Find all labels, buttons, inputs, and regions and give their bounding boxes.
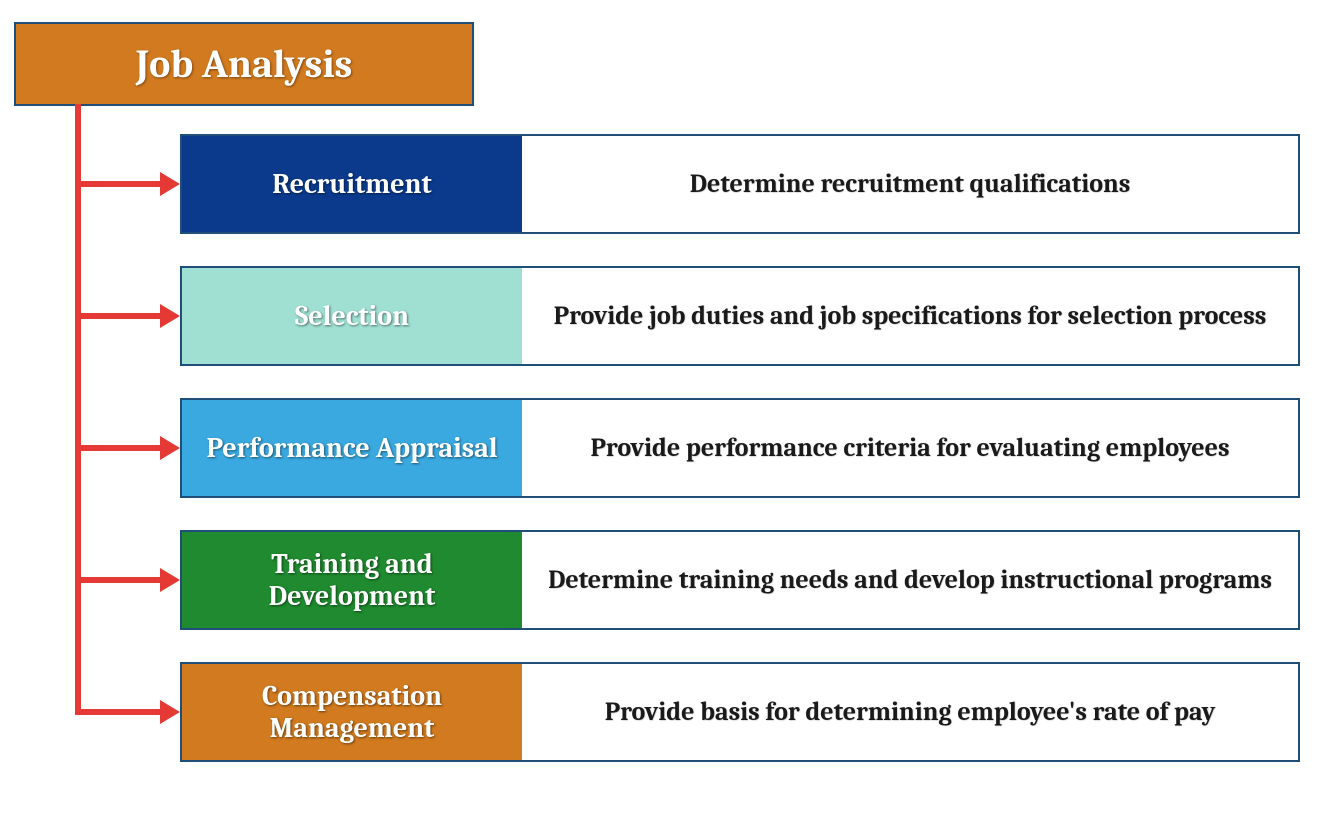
row-description: Provide basis for determining employee's… <box>522 664 1298 760</box>
row-0: RecruitmentDetermine recruitment qualifi… <box>180 134 1300 234</box>
connector-hline <box>78 577 160 583</box>
row-4: Compensation ManagementProvide basis for… <box>180 662 1300 762</box>
row-description: Determine recruitment qualifications <box>522 136 1298 232</box>
row-description: Determine training needs and develop ins… <box>522 532 1298 628</box>
connector-vertical-line <box>75 104 81 715</box>
row-label: Compensation Management <box>182 664 522 760</box>
row-2: Performance AppraisalProvide performance… <box>180 398 1300 498</box>
arrowhead-icon <box>160 436 180 460</box>
connector-hline <box>78 709 160 715</box>
row-label: Selection <box>182 268 522 364</box>
arrowhead-icon <box>160 568 180 592</box>
connector-hline <box>78 313 160 319</box>
row-label: Performance Appraisal <box>182 400 522 496</box>
arrowhead-icon <box>160 172 180 196</box>
row-label: Training and Development <box>182 532 522 628</box>
arrowhead-icon <box>160 304 180 328</box>
row-description: Provide performance criteria for evaluat… <box>522 400 1298 496</box>
connector-hline <box>78 445 160 451</box>
row-label: Recruitment <box>182 136 522 232</box>
row-3: Training and DevelopmentDetermine traini… <box>180 530 1300 630</box>
title-box: Job Analysis <box>14 22 474 106</box>
connector-hline <box>78 181 160 187</box>
row-1: SelectionProvide job duties and job spec… <box>180 266 1300 366</box>
title-text: Job Analysis <box>136 41 353 87</box>
arrowhead-icon <box>160 700 180 724</box>
row-description: Provide job duties and job specification… <box>522 268 1298 364</box>
